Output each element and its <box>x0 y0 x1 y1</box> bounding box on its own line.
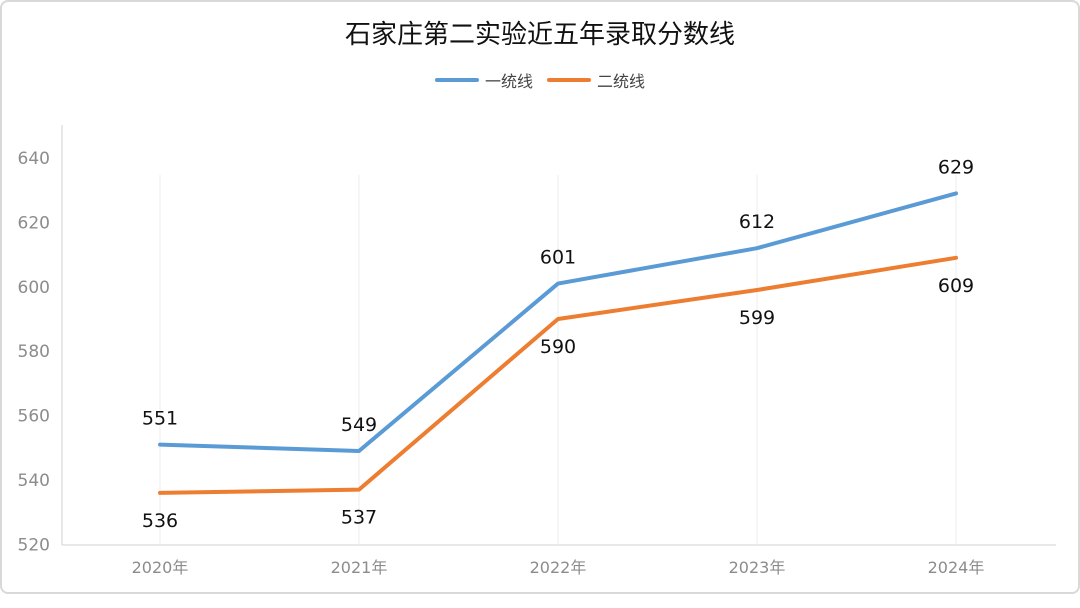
data-label-series-2: 599 <box>739 307 775 329</box>
x-tick-label: 2024年 <box>928 558 985 577</box>
data-label-series-2: 536 <box>142 510 178 532</box>
data-label-series-2: 537 <box>341 507 377 529</box>
y-tick-label: 560 <box>18 407 50 427</box>
legend-item-series-1: 一统线 <box>434 68 533 92</box>
data-label-series-1: 612 <box>739 211 775 233</box>
legend-label-series-2: 二统线 <box>597 72 646 91</box>
legend: 一统线 二统线 <box>0 68 1080 92</box>
x-tick-label: 2023年 <box>729 558 786 577</box>
data-label-series-1: 629 <box>938 156 974 178</box>
series-line-1 <box>158 191 958 454</box>
data-label-series-1: 601 <box>540 247 576 269</box>
legend-swatch-series-2 <box>547 78 591 82</box>
chart-title: 石家庄第二实验近五年录取分数线 <box>344 20 735 50</box>
y-tick-label: 640 <box>18 149 50 169</box>
data-label-series-2: 609 <box>938 275 974 297</box>
data-label-series-1: 549 <box>341 414 377 436</box>
data-label-series-2: 590 <box>540 336 576 358</box>
y-tick-label: 580 <box>18 342 50 362</box>
x-tick-label: 2021年 <box>331 558 388 577</box>
y-tick-label: 540 <box>18 471 50 491</box>
data-label-series-1: 551 <box>142 408 178 430</box>
x-tick-label: 2020年 <box>132 558 189 577</box>
x-tick-label: 2022年 <box>530 558 587 577</box>
legend-swatch-series-1 <box>434 78 479 82</box>
y-tick-label: 520 <box>18 535 50 555</box>
series-line-2 <box>158 255 958 495</box>
y-tick-label: 600 <box>18 278 50 298</box>
legend-label-series-1: 一统线 <box>484 72 533 91</box>
legend-item-series-2: 二统线 <box>547 68 645 92</box>
y-tick-label: 620 <box>18 213 50 233</box>
